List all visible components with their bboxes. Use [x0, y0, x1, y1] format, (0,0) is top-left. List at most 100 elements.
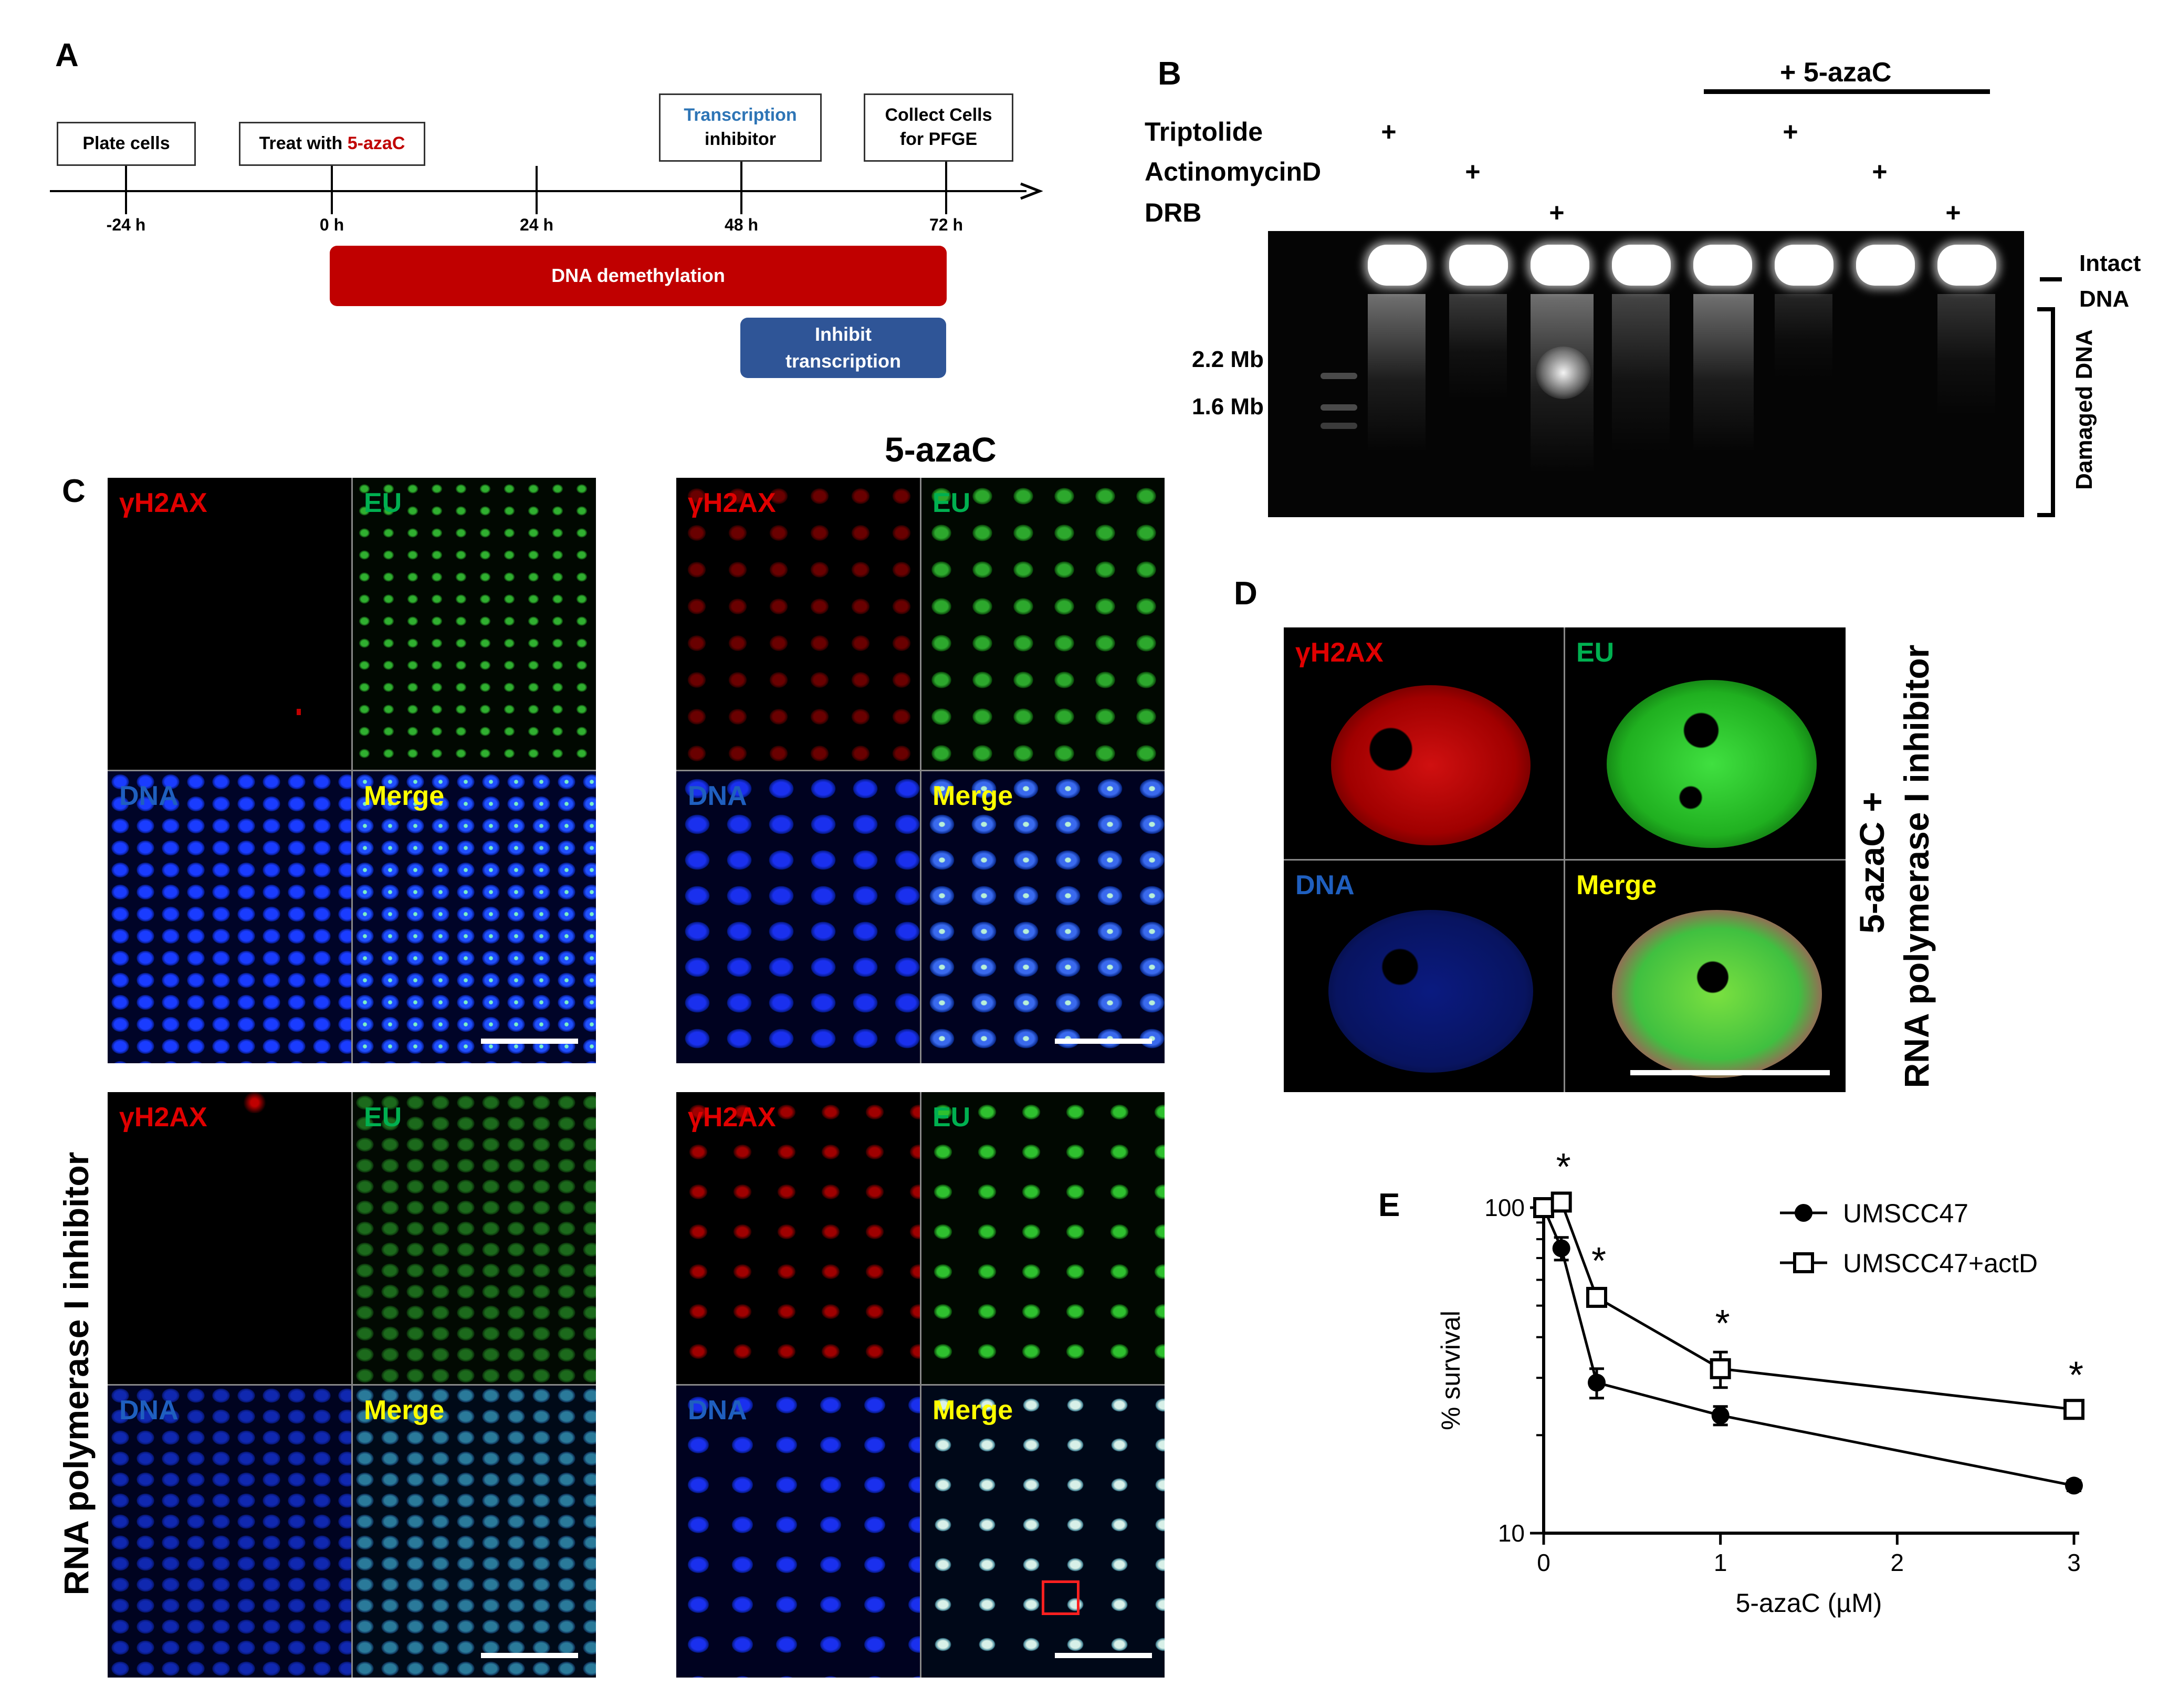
pol1-dna-quadrant: DNA [108, 1385, 351, 1678]
combo-eu-label: EU [932, 1102, 971, 1133]
well-lane2 [1449, 245, 1508, 286]
azac-group-label: + 5-azaC [1780, 57, 1892, 88]
well-lane1 [1368, 245, 1427, 286]
plus-triptolide-lane1: + [1381, 117, 1397, 146]
well-lane8 [1937, 245, 1996, 286]
tick-label-72: 72 h [929, 215, 963, 234]
control-eu-label: EU [364, 488, 402, 518]
combo-zoom-highlight-box [1042, 1580, 1080, 1615]
y-tick-label-1: 100 [1484, 1194, 1525, 1221]
x-axis-label: 5-azaC (µM) [1736, 1588, 1882, 1618]
detail-side-label-line1: 5-azaC + [1852, 792, 1891, 934]
micrograph-pol1-inhibitor: γH2AX EU DNA Merge [108, 1092, 596, 1678]
survival-chart: 0 1 2 3 10 100 5-azaC (µM) % survival * * * * UMSCC4… [1436, 1150, 2084, 1618]
pol1-h2ax-label: γH2AX [119, 1102, 207, 1133]
control-eu-quadrant: EU [352, 478, 596, 770]
combo-merge-label: Merge [932, 1395, 1013, 1426]
azac-scale-bar [1055, 1039, 1152, 1044]
condition-label-pol1-inhibitor: RNA polymerase I inhibitor [57, 1151, 96, 1596]
combo-scale-bar [1055, 1653, 1152, 1658]
timeline-arrowhead [1020, 182, 1043, 200]
damaged-dna-bracket [2037, 307, 2055, 517]
row-label-triptolide: Triptolide [1145, 117, 1263, 146]
series-1-point-3 [1710, 1358, 1731, 1379]
tick-label-0: 0 h [319, 215, 344, 234]
intact-dna-marker [2040, 277, 2062, 281]
tick-72 [945, 162, 947, 214]
pol1-divider-v [351, 1092, 353, 1678]
azac-h2ax-label: γH2AX [688, 488, 776, 518]
series-line-1 [1543, 1200, 2074, 1411]
well-lane6 [1775, 245, 1833, 286]
lane4-smear [1612, 294, 1670, 452]
detail-h2ax-quadrant: γH2AX [1284, 627, 1564, 859]
panel-b-label: B [1158, 56, 1181, 92]
azac-dna-quadrant: DNA [676, 771, 920, 1063]
pol1-h2ax-debris [239, 1092, 270, 1113]
collect-cells-box: Collect Cells for PFGE [864, 93, 1013, 162]
well-lane3 [1531, 245, 1589, 286]
pfge-text: for PFGE [899, 129, 978, 149]
detail-eu-quadrant: EU [1565, 627, 1846, 859]
azac-group-line [1704, 89, 1990, 94]
dna-demethylation-bar: DNA demethylation [330, 246, 947, 306]
significance-asterisk-0: * [1556, 1150, 1571, 1188]
significance-asterisk-3: * [2069, 1354, 2083, 1396]
lane2-smear [1449, 294, 1507, 399]
timeline-axis [50, 190, 1026, 192]
tick-label-minus24: -24 h [106, 215, 146, 234]
azac-merge-label: Merge [932, 781, 1013, 811]
lane6-smear [1775, 294, 1832, 378]
damaged-dna-label: Damaged DNA [2071, 329, 2097, 490]
plus-triptolide-lane6: + [1783, 117, 1798, 146]
combo-dna-label: DNA [688, 1395, 747, 1426]
pol1-eu-quadrant: EU [352, 1092, 596, 1384]
micrograph-control: γH2AX EU DNA Merge [108, 478, 596, 1063]
well-lane4 [1612, 245, 1671, 286]
control-merge-quadrant: Merge [352, 771, 596, 1063]
azac-eu-quadrant: EU [921, 478, 1165, 770]
combo-divider-v [920, 1092, 921, 1678]
panel-e-label: E [1378, 1187, 1400, 1223]
control-scale-bar [481, 1039, 578, 1044]
plus-actinomycin-lane2: + [1465, 157, 1481, 186]
combo-merge-quadrant: Merge [921, 1385, 1165, 1678]
azac-dna-label: DNA [688, 781, 747, 811]
x-tick-label-0: 0 [1537, 1549, 1550, 1576]
pol1-scale-bar [481, 1653, 578, 1658]
intact-text: Intact [2079, 250, 2141, 276]
legend-label-0: UMSCC47 [1843, 1199, 1968, 1228]
well-lane7 [1856, 245, 1915, 286]
transcription-inhibitor-box: Transcription inhibitor [659, 93, 822, 162]
tick-24 [536, 166, 538, 214]
series-1-point-4 [2063, 1399, 2084, 1420]
treat-box: Treat with 5-azaC [239, 122, 425, 166]
control-h2ax-quadrant: γH2AX [108, 478, 351, 770]
micrograph-5azac-pol1: γH2AX EU DNA Merge [676, 1092, 1165, 1678]
dna-text: DNA [2079, 286, 2130, 312]
series-1-point-1 [1550, 1191, 1572, 1213]
lane5-smear [1693, 294, 1754, 452]
combo-h2ax-quadrant: γH2AX [676, 1092, 920, 1384]
inhibit-text: Inhibit [815, 323, 872, 345]
inhibit-transcription-bar: Inhibit transcription [740, 318, 946, 378]
detail-h2ax-label: γH2AX [1295, 637, 1384, 668]
pol1-eu-label: EU [364, 1102, 402, 1133]
detail-dna-label: DNA [1295, 870, 1355, 900]
plate-cells-text: Plate cells [82, 133, 170, 154]
azac-divider-v [920, 478, 921, 1063]
well-lane5 [1693, 245, 1752, 286]
plate-cells-box: Plate cells [57, 122, 196, 166]
detail-eu-nucleus [1607, 680, 1817, 848]
inhibitor-text: inhibitor [705, 129, 776, 149]
combo-dna-quadrant: DNA [676, 1385, 920, 1678]
pol1-h2ax-quadrant: γH2AX [108, 1092, 351, 1384]
azac-merge-quadrant: Merge [921, 771, 1165, 1063]
plus-drb-lane3: + [1549, 198, 1565, 227]
significance-asterisk-2: * [1715, 1303, 1730, 1345]
detail-side-label-line2: RNA polymerase I inhibitor [1897, 644, 1936, 1088]
control-h2ax-dot [297, 709, 301, 715]
detail-h2ax-nucleus [1331, 685, 1531, 845]
legend-marker-1 [1793, 1252, 1814, 1273]
series-0-point-4 [2065, 1476, 2083, 1495]
